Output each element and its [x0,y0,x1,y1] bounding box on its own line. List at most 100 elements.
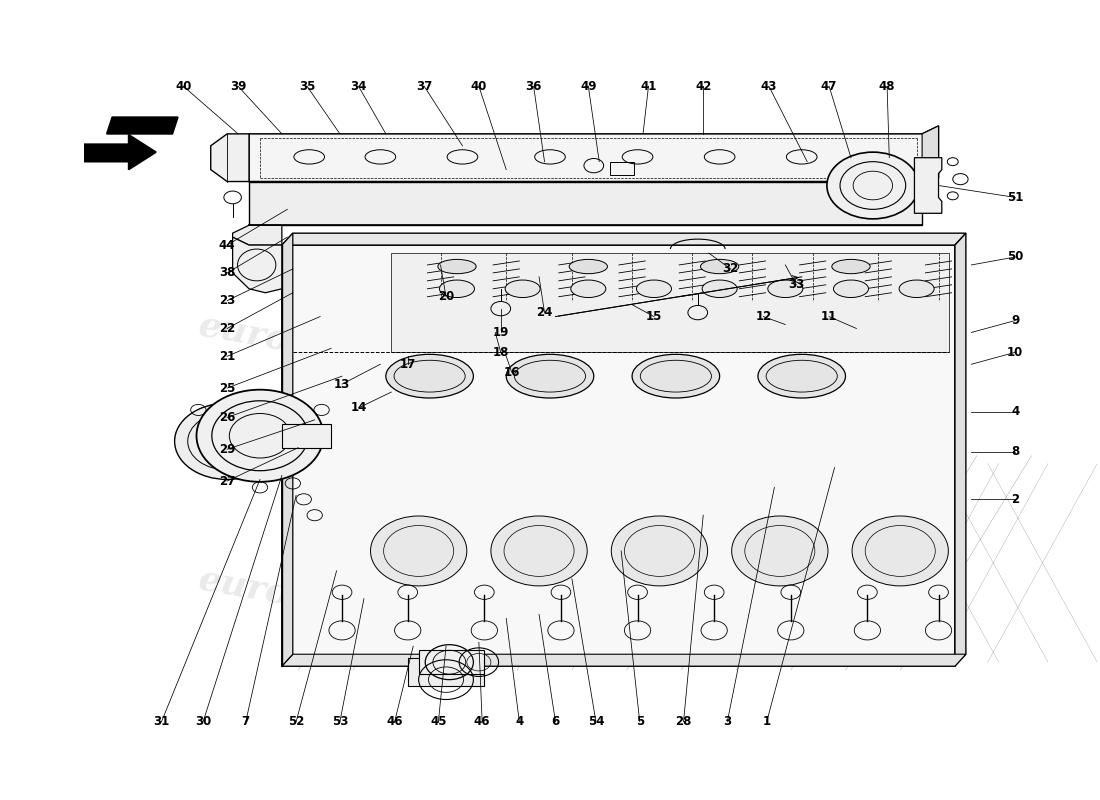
Text: 10: 10 [1006,346,1023,359]
Polygon shape [282,245,955,666]
Text: 7: 7 [242,715,250,728]
Text: 40: 40 [471,80,487,93]
Text: 2: 2 [1011,493,1020,506]
Text: 11: 11 [821,310,837,323]
Text: 16: 16 [504,366,520,378]
Ellipse shape [506,354,594,398]
Ellipse shape [637,280,671,298]
Polygon shape [922,126,938,182]
Circle shape [852,516,948,586]
Text: 5: 5 [636,715,644,728]
Ellipse shape [438,259,476,274]
Text: 37: 37 [416,80,432,93]
Polygon shape [282,233,966,245]
Text: 52: 52 [288,715,305,728]
Text: 26: 26 [219,411,235,424]
Polygon shape [249,182,922,226]
Text: 20: 20 [438,290,454,303]
Text: 17: 17 [399,358,416,370]
Text: 51: 51 [1006,191,1023,204]
Ellipse shape [632,354,719,398]
Ellipse shape [832,259,870,274]
Text: 46: 46 [474,715,491,728]
Text: 24: 24 [537,306,552,319]
Ellipse shape [768,280,803,298]
Text: 6: 6 [551,715,560,728]
Ellipse shape [386,354,473,398]
Text: 13: 13 [334,378,350,390]
Text: 40: 40 [175,80,191,93]
Text: 47: 47 [821,80,837,93]
Text: 9: 9 [1011,314,1020,327]
Text: 41: 41 [640,80,657,93]
Polygon shape [914,158,942,214]
Text: 43: 43 [761,80,777,93]
Ellipse shape [899,280,934,298]
Text: 33: 33 [788,278,804,291]
Polygon shape [282,424,331,448]
Text: 18: 18 [493,346,509,359]
Text: 44: 44 [219,238,235,251]
Text: 35: 35 [299,80,316,93]
Text: 23: 23 [219,294,235,307]
Text: 1: 1 [762,715,771,728]
Text: 45: 45 [430,715,447,728]
Text: 3: 3 [723,715,732,728]
Text: 32: 32 [723,262,739,275]
Text: 4: 4 [1011,406,1020,418]
Polygon shape [211,134,249,182]
Text: 19: 19 [493,326,509,339]
Polygon shape [249,126,938,182]
Polygon shape [107,117,178,134]
Text: 21: 21 [219,350,235,363]
Circle shape [371,516,466,586]
Ellipse shape [701,259,739,274]
Ellipse shape [505,280,540,298]
Text: eurospares: eurospares [196,562,422,634]
Text: 46: 46 [386,715,403,728]
Polygon shape [85,134,156,170]
Text: eurospares: eurospares [196,308,422,381]
Text: 28: 28 [675,715,692,728]
Text: 38: 38 [219,266,235,279]
Circle shape [197,390,323,482]
Polygon shape [282,654,966,666]
Text: 36: 36 [526,80,542,93]
Bar [392,253,949,352]
Polygon shape [232,237,282,293]
Polygon shape [419,650,484,674]
Circle shape [827,152,918,219]
Ellipse shape [702,280,737,298]
Text: 25: 25 [219,382,235,394]
Text: 12: 12 [756,310,771,323]
Text: 8: 8 [1011,445,1020,458]
Ellipse shape [571,280,606,298]
Text: 30: 30 [195,715,211,728]
Polygon shape [408,658,484,686]
Text: 42: 42 [695,80,712,93]
Bar [610,162,635,175]
Text: 29: 29 [219,442,235,456]
Text: eurospares: eurospares [634,562,860,634]
Text: 31: 31 [153,715,169,728]
Circle shape [175,403,279,479]
Polygon shape [282,233,293,666]
Text: 49: 49 [580,80,596,93]
Text: 27: 27 [219,474,235,487]
Circle shape [612,516,707,586]
Text: 53: 53 [332,715,348,728]
Polygon shape [955,233,966,666]
Text: 48: 48 [879,80,895,93]
Circle shape [732,516,828,586]
Ellipse shape [834,280,869,298]
Ellipse shape [569,259,607,274]
Text: 4: 4 [515,715,524,728]
Text: 54: 54 [587,715,604,728]
Text: 34: 34 [350,80,366,93]
Text: 14: 14 [350,402,366,414]
Text: 50: 50 [1006,250,1023,263]
Text: 22: 22 [219,322,235,335]
Ellipse shape [440,280,474,298]
Text: eurospares: eurospares [634,308,860,381]
Text: 39: 39 [230,80,246,93]
